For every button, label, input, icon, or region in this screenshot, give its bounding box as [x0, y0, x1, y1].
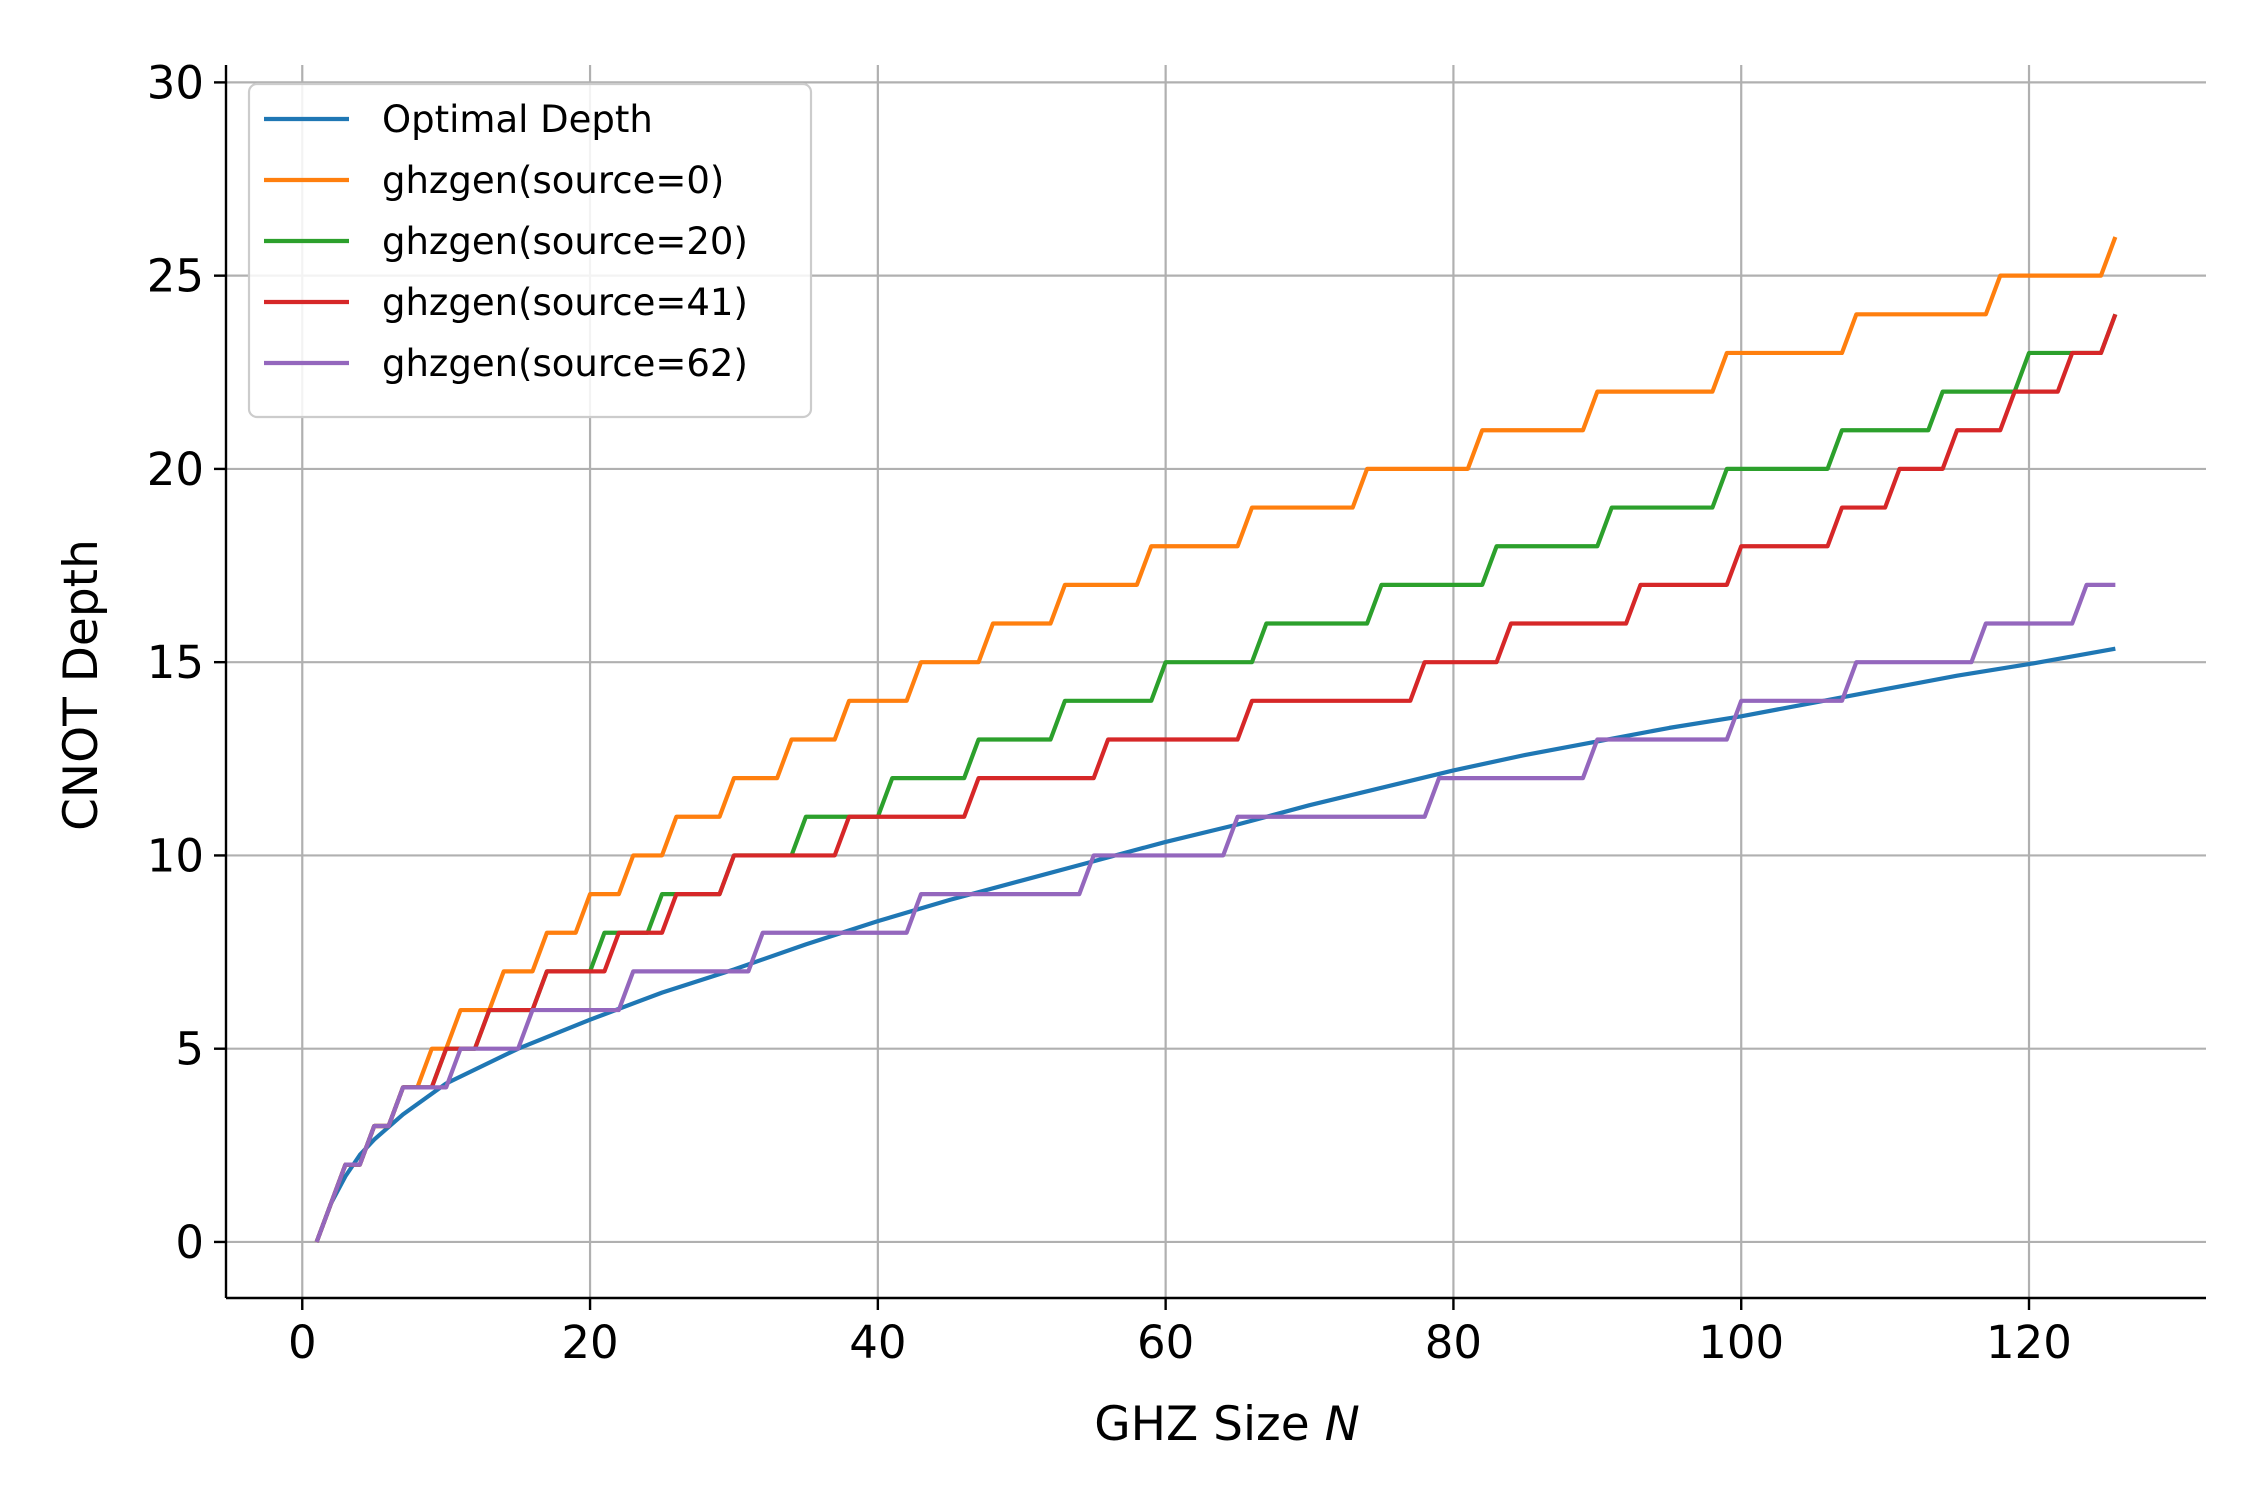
series-lines	[314, 236, 2118, 1243]
y-tick-label-30: 30	[147, 56, 204, 109]
x-axis-label-text: GHZ Size	[1094, 1397, 1309, 1452]
x-tick-label-80: 80	[1425, 1316, 1482, 1369]
series-line-1	[314, 236, 2118, 1243]
axes	[214, 65, 2206, 1310]
series-line-2	[314, 313, 2118, 1243]
legend-label-4: ghzgen(source=62)	[382, 342, 748, 385]
y-tick-label-10: 10	[147, 829, 204, 882]
legend: Optimal Depth ghzgen(source=0) ghzgen(sour…	[247, 82, 813, 419]
x-tick-label-40: 40	[849, 1316, 906, 1369]
y-tick-label-0: 0	[175, 1216, 204, 1269]
y-tick-label-25: 25	[147, 250, 204, 303]
y-tick-label-5: 5	[175, 1023, 204, 1076]
legend-box	[247, 82, 813, 419]
legend-label-1: ghzgen(source=0)	[382, 159, 724, 202]
x-tick-label-0: 0	[288, 1316, 317, 1369]
legend-label-3: ghzgen(source=41)	[382, 281, 748, 324]
y-axis-label: CNOT Depth	[54, 539, 109, 831]
x-axis-label-variable: N	[1325, 1397, 1360, 1452]
x-axis-label: GHZ Size N	[1094, 1397, 1360, 1452]
x-tick-label-20: 20	[561, 1316, 618, 1369]
x-tick-label-120: 120	[1986, 1316, 2072, 1369]
series-line-3	[314, 313, 2118, 1243]
legend-label-0: Optimal Depth	[382, 98, 653, 141]
x-tick-label-60: 60	[1137, 1316, 1194, 1369]
x-tick-label-100: 100	[1698, 1316, 1784, 1369]
y-tick-label-20: 20	[147, 443, 204, 496]
grid-lines	[226, 65, 2206, 1298]
tick-labels: 0 20 40 60 80 100 120 0 5 10 15 20 25 30	[147, 56, 2072, 1369]
series-line-4	[314, 582, 2116, 1243]
series-line-0	[314, 646, 2116, 1243]
legend-label-2: ghzgen(source=20)	[382, 220, 748, 263]
y-tick-label-15: 15	[147, 636, 204, 689]
